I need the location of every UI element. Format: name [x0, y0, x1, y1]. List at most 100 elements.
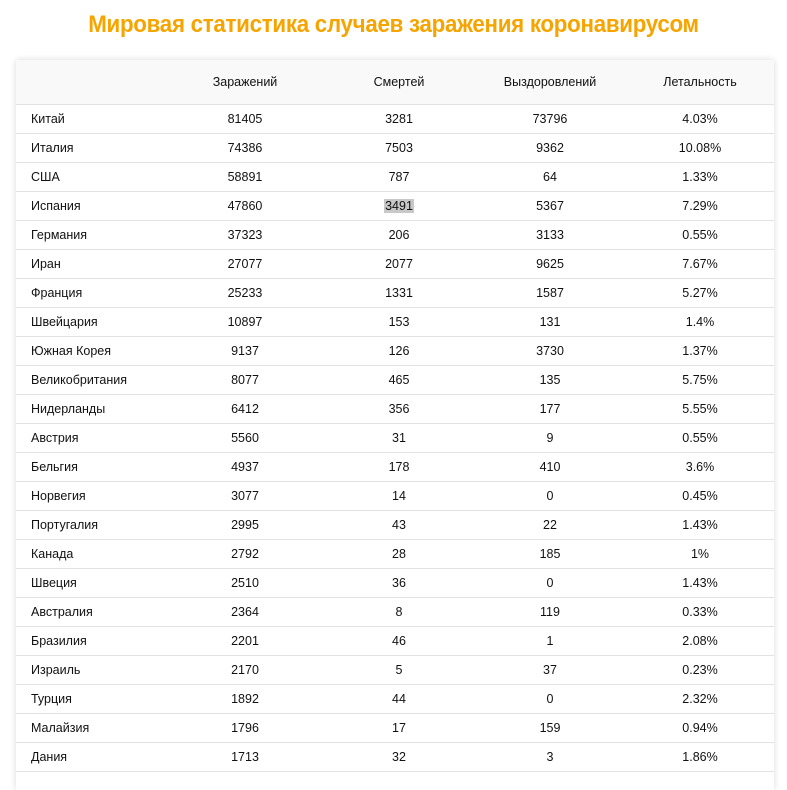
deaths-cell: 465 — [324, 365, 474, 395]
fatality-cell: 1.43% — [626, 568, 774, 598]
infected-cell: 1892 — [166, 684, 324, 714]
deaths-cell: 31 — [324, 423, 474, 453]
country-cell: Малайзия — [16, 713, 166, 743]
infected-cell: 2170 — [166, 655, 324, 685]
table-row: Италия 74386 7503 9362 10.08% — [16, 133, 774, 163]
deaths-cell: 2077 — [324, 249, 474, 279]
fatality-cell: 2.08% — [626, 626, 774, 656]
country-cell: Германия — [16, 220, 166, 250]
recovered-cell: 0 — [474, 481, 626, 511]
recovered-cell: 3133 — [474, 220, 626, 250]
table-row: Китай 81405 3281 73796 4.03% — [16, 104, 774, 134]
recovered-cell: 131 — [474, 307, 626, 337]
infected-cell: 58891 — [166, 162, 324, 192]
header-fatality: Летальность — [626, 60, 774, 105]
fatality-cell: 0.45% — [626, 481, 774, 511]
deaths-cell: 43 — [324, 510, 474, 540]
recovered-cell: 1587 — [474, 278, 626, 308]
fatality-cell: 1.4% — [626, 307, 774, 337]
deaths-cell: 7503 — [324, 133, 474, 163]
infected-cell: 2364 — [166, 597, 324, 627]
header-country — [16, 60, 166, 105]
deaths-cell: 8 — [324, 597, 474, 627]
country-cell: Австралия — [16, 597, 166, 627]
deaths-cell: 28 — [324, 539, 474, 569]
country-cell: Швейцария — [16, 307, 166, 337]
deaths-cell: 126 — [324, 336, 474, 366]
fatality-cell: 0.55% — [626, 220, 774, 250]
country-cell: Турция — [16, 684, 166, 714]
infected-cell: 2995 — [166, 510, 324, 540]
stats-table: Заражений Смертей Выздоровлений Летальность… — [16, 60, 774, 772]
fatality-cell: 10.08% — [626, 133, 774, 163]
country-cell: Нидерланды — [16, 394, 166, 424]
table-row: Испания 47860 3491 5367 7.29% — [16, 191, 774, 221]
country-cell: Испания — [16, 191, 166, 221]
table-row: Австралия 2364 8 119 0.33% — [16, 597, 774, 627]
fatality-cell: 1.86% — [626, 742, 774, 772]
selected-text[interactable]: 3491 — [384, 198, 414, 213]
table-row: Турция 1892 44 0 2.32% — [16, 684, 774, 714]
table-row: Норвегия 3077 14 0 0.45% — [16, 481, 774, 511]
table-row: Австрия 5560 31 9 0.55% — [16, 423, 774, 453]
infected-cell: 1713 — [166, 742, 324, 772]
recovered-cell: 119 — [474, 597, 626, 627]
deaths-cell: 5 — [324, 655, 474, 685]
country-cell: Израиль — [16, 655, 166, 685]
recovered-cell: 1 — [474, 626, 626, 656]
infected-cell: 81405 — [166, 104, 324, 134]
country-cell: Китай — [16, 104, 166, 134]
country-cell: Южная Корея — [16, 336, 166, 366]
country-cell: Норвегия — [16, 481, 166, 511]
country-cell: Великобритания — [16, 365, 166, 395]
infected-cell: 1796 — [166, 713, 324, 743]
recovered-cell: 177 — [474, 394, 626, 424]
recovered-cell: 22 — [474, 510, 626, 540]
recovered-cell: 5367 — [474, 191, 626, 221]
deaths-cell: 206 — [324, 220, 474, 250]
deaths-cell: 178 — [324, 452, 474, 482]
recovered-cell: 37 — [474, 655, 626, 685]
deaths-cell: 3491 — [324, 191, 474, 221]
fatality-cell: 0.55% — [626, 423, 774, 453]
recovered-cell: 0 — [474, 568, 626, 598]
deaths-cell: 14 — [324, 481, 474, 511]
infected-cell: 2792 — [166, 539, 324, 569]
recovered-cell: 410 — [474, 452, 626, 482]
country-cell: Дания — [16, 742, 166, 772]
table-row: Иран 27077 2077 9625 7.67% — [16, 249, 774, 279]
fatality-cell: 3.6% — [626, 452, 774, 482]
infected-cell: 2201 — [166, 626, 324, 656]
country-cell: Португалия — [16, 510, 166, 540]
table-row: Малайзия 1796 17 159 0.94% — [16, 713, 774, 743]
deaths-cell: 356 — [324, 394, 474, 424]
table-row: Бельгия 4937 178 410 3.6% — [16, 452, 774, 482]
infected-cell: 74386 — [166, 133, 324, 163]
deaths-cell: 44 — [324, 684, 474, 714]
fatality-cell: 0.23% — [626, 655, 774, 685]
deaths-cell: 36 — [324, 568, 474, 598]
infected-cell: 10897 — [166, 307, 324, 337]
table-row: Франция 25233 1331 1587 5.27% — [16, 278, 774, 308]
table-row: Германия 37323 206 3133 0.55% — [16, 220, 774, 250]
fatality-cell: 1.37% — [626, 336, 774, 366]
country-cell: Швеция — [16, 568, 166, 598]
recovered-cell: 135 — [474, 365, 626, 395]
page-title: Мировая статистика случаев заражения кор… — [88, 11, 699, 38]
recovered-cell: 185 — [474, 539, 626, 569]
recovered-cell: 9625 — [474, 249, 626, 279]
fatality-cell: 5.27% — [626, 278, 774, 308]
country-cell: Бельгия — [16, 452, 166, 482]
table-row: Дания 1713 32 3 1.86% — [16, 742, 774, 772]
table-row: США 58891 787 64 1.33% — [16, 162, 774, 192]
country-cell: Иран — [16, 249, 166, 279]
infected-cell: 3077 — [166, 481, 324, 511]
fatality-cell: 5.55% — [626, 394, 774, 424]
table-row: Южная Корея 9137 126 3730 1.37% — [16, 336, 774, 366]
infected-cell: 9137 — [166, 336, 324, 366]
recovered-cell: 0 — [474, 684, 626, 714]
table-row: Бразилия 2201 46 1 2.08% — [16, 626, 774, 656]
infected-cell: 6412 — [166, 394, 324, 424]
recovered-cell: 64 — [474, 162, 626, 192]
header-infected: Заражений — [166, 60, 324, 105]
